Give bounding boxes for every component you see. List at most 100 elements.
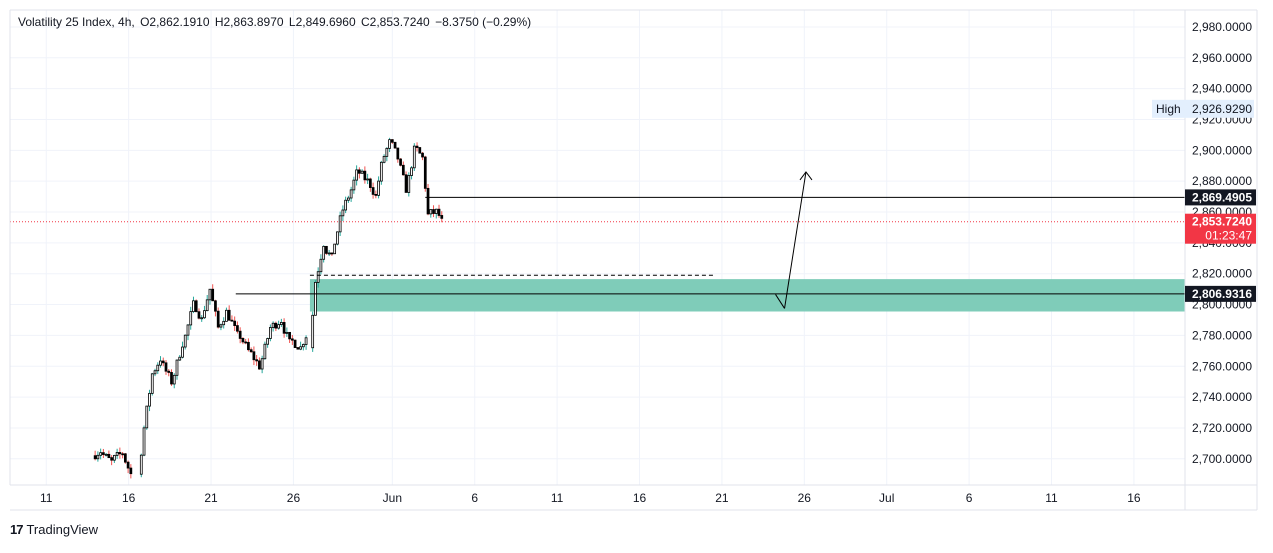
candle-body [358, 169, 361, 174]
candle-body [175, 359, 179, 376]
candle-body [316, 271, 320, 283]
high-label-title: High [1156, 102, 1181, 116]
candle-body [148, 392, 151, 407]
projection-arrow-head [799, 171, 813, 181]
candle-body [434, 208, 438, 214]
y-tick-label: 2,960.0000 [1192, 51, 1252, 65]
candle-body [368, 178, 372, 188]
candle-body [183, 334, 187, 348]
candle-body [142, 427, 146, 456]
candle-body [330, 252, 334, 255]
candle-body [153, 370, 157, 375]
candle-body [288, 331, 291, 340]
candle-body [238, 330, 242, 339]
legend-close: C2,853.7240 [361, 15, 430, 29]
candle-body [126, 461, 130, 469]
y-tick-label: 2,700.0000 [1192, 452, 1252, 466]
y-tick-label: 2,740.0000 [1192, 390, 1252, 404]
legend-symbol: Volatility 25 Index, 4h, [18, 15, 135, 29]
candle-body [167, 370, 171, 373]
last-price-label-bg [1185, 213, 1256, 244]
symbol-legend: Volatility 25 Index, 4h, O2,862.1910 H2,… [18, 15, 533, 29]
candle-body [418, 147, 422, 154]
candle-body [252, 351, 256, 361]
candle-body [319, 258, 323, 273]
tradingview-brand[interactable]: 17 TradingView [10, 522, 98, 537]
y-tick-label: 2,900.0000 [1192, 143, 1252, 157]
legend-low: L2,849.6960 [288, 15, 356, 29]
candle-body [404, 174, 408, 193]
candle-body [93, 455, 97, 460]
candle-body [230, 319, 234, 322]
candle-body [249, 349, 253, 353]
candle-body [385, 147, 389, 157]
candle-body [363, 170, 367, 181]
demand-zone [309, 279, 1185, 312]
candle-body [327, 252, 331, 255]
candle-body [325, 245, 328, 254]
x-tick-label: 11 [551, 491, 564, 505]
candle-body [241, 338, 245, 343]
projection-arrow-tail [775, 294, 785, 309]
candle-body [211, 288, 215, 302]
candle-body [396, 147, 400, 160]
y-tick-label: 2,820.0000 [1192, 267, 1252, 281]
candle-body [115, 452, 119, 456]
candle-body [390, 139, 394, 143]
candle-body [366, 178, 369, 181]
candle-body [296, 347, 300, 350]
y-tick-label: 2,980.0000 [1192, 20, 1252, 34]
candle-body [269, 327, 272, 339]
candle-body [172, 374, 176, 385]
candle-body [437, 208, 441, 216]
candle-body [355, 169, 358, 181]
candle-body [216, 310, 220, 328]
candle-body [426, 187, 430, 215]
candle-body [271, 322, 275, 328]
high-label-bg [1152, 99, 1254, 118]
candle-body [299, 346, 302, 350]
candle-body [192, 300, 195, 313]
candle-body [244, 341, 248, 344]
candle-body [260, 358, 264, 370]
candle-body [178, 356, 182, 361]
candle-body [139, 454, 143, 475]
candle-body [145, 405, 149, 429]
candle-body [412, 145, 416, 169]
x-tick-label: Jul [879, 491, 894, 505]
candle-body [371, 187, 375, 195]
level-price-label: 2,869.4905 [1192, 190, 1252, 204]
grid-layer [10, 10, 1185, 485]
last-price-label: 2,853.7240 [1192, 215, 1252, 229]
candle-body [410, 167, 413, 176]
candle-body [374, 193, 378, 196]
candle-body [399, 158, 402, 166]
candle-body [156, 364, 160, 372]
y-tick-label: 2,760.0000 [1192, 359, 1252, 373]
candle-body [280, 322, 283, 326]
candle-body [274, 322, 278, 329]
candle-layer [93, 137, 444, 479]
x-tick-label: 26 [287, 491, 301, 505]
candle-body [429, 209, 433, 215]
y-tick-label: 2,720.0000 [1192, 421, 1252, 435]
zone-layer [309, 279, 1185, 312]
candle-body [338, 215, 342, 233]
level-price-label-bg [1185, 189, 1256, 206]
x-tick-label: 21 [204, 491, 218, 505]
legend-change: −8.3750 (−0.29%) [435, 15, 532, 29]
candle-body [440, 215, 444, 219]
candle-body [194, 300, 198, 313]
candle-body [341, 209, 345, 217]
candle-body [382, 155, 386, 163]
candle-body [432, 209, 435, 214]
candle-body [301, 344, 305, 348]
y-tick-label: 2,780.0000 [1192, 328, 1252, 342]
candle-body [258, 360, 261, 370]
x-tick-label: 6 [966, 491, 973, 505]
candle-body [203, 310, 206, 319]
candle-body [186, 324, 190, 336]
